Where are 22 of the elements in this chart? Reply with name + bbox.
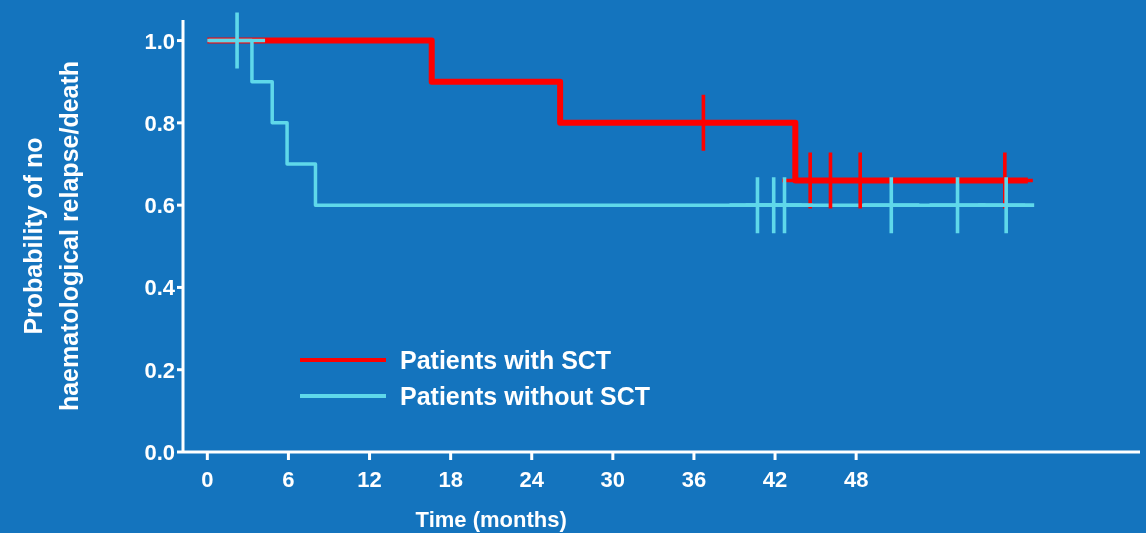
y-tick-label: 0.8 (144, 110, 175, 136)
y-tick-label: 0.0 (144, 440, 175, 465)
legend-label: Patients with SCT (400, 346, 612, 374)
y-tick-label: 0.4 (144, 275, 176, 301)
x-tick-label: 18 (438, 467, 463, 492)
x-tick-label: 12 (357, 467, 382, 492)
point (978, 177, 1035, 234)
x-tick-label: 36 (681, 467, 707, 492)
x-tick-label: 24 (519, 467, 545, 492)
y-tick-label: 1.0 (144, 28, 175, 54)
point (863, 177, 920, 234)
x-tick-label: 48 (843, 467, 869, 492)
x-tick-label: 30 (600, 467, 626, 492)
x-tick-label: 0 (201, 467, 214, 492)
y-tick-label: 0.6 (144, 193, 175, 219)
legend-label: Patients without SCT (400, 382, 650, 410)
x-axis-title: Time (months) (415, 507, 567, 532)
y-axis-title: Probability of no haematological relapse/death (19, 60, 83, 412)
x-tick-label: 6 (282, 467, 295, 492)
y-tick-label: 0.2 (144, 357, 175, 383)
x-tick-label: 42 (762, 467, 788, 492)
point (209, 12, 266, 69)
